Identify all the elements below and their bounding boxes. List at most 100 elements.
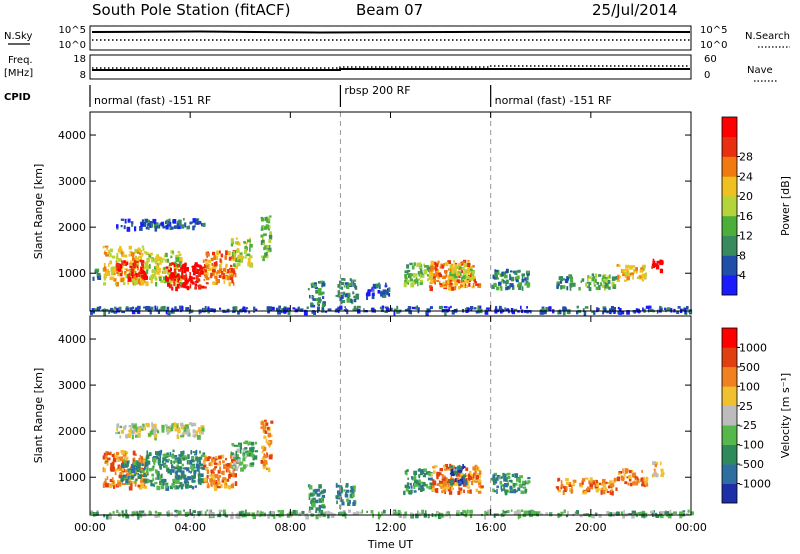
data-cell xyxy=(471,285,475,289)
data-cell xyxy=(247,442,250,446)
data-cell xyxy=(203,286,207,289)
data-cell xyxy=(308,506,311,512)
data-cell xyxy=(225,457,227,461)
data-cell xyxy=(565,478,569,482)
data-cell xyxy=(462,464,464,469)
data-cell xyxy=(114,468,118,472)
data-cell xyxy=(629,272,634,276)
data-cell xyxy=(502,281,507,284)
data-cell xyxy=(162,279,167,283)
data-cell xyxy=(192,266,197,270)
data-cell xyxy=(192,225,195,231)
data-cell xyxy=(495,269,499,273)
data-cell xyxy=(254,441,257,445)
data-cell xyxy=(230,275,234,281)
data-cell xyxy=(202,307,207,311)
data-cell xyxy=(413,262,416,266)
data-cell xyxy=(162,453,166,457)
data-cell xyxy=(185,477,188,483)
data-cell xyxy=(335,294,340,297)
data-cell xyxy=(457,491,461,495)
data-cell xyxy=(199,430,201,435)
data-cell xyxy=(267,432,272,438)
data-cell xyxy=(119,263,123,269)
data-cell xyxy=(660,511,665,514)
data-cell xyxy=(212,264,217,270)
data-cell xyxy=(494,269,497,274)
data-cell xyxy=(496,475,501,478)
data-cell xyxy=(120,218,125,221)
data-cell xyxy=(138,255,141,259)
data-cell xyxy=(494,272,497,277)
data-cell xyxy=(91,308,95,313)
data-cell xyxy=(596,281,600,285)
data-cell xyxy=(660,260,664,265)
data-cell xyxy=(130,260,132,264)
data-cell xyxy=(306,306,309,310)
data-cell xyxy=(104,456,108,459)
data-cell xyxy=(287,309,291,315)
data-cell xyxy=(474,281,478,284)
data-cell xyxy=(653,470,657,476)
data-cell xyxy=(315,499,319,504)
data-cell xyxy=(135,434,138,438)
data-cell xyxy=(684,307,687,313)
data-cell xyxy=(188,276,193,281)
data-cell xyxy=(349,298,353,303)
data-cell xyxy=(456,272,461,276)
data-cell xyxy=(402,513,407,519)
data-cell xyxy=(414,273,418,277)
data-cell xyxy=(292,509,296,515)
data-cell xyxy=(321,497,324,500)
data-cell xyxy=(169,425,171,428)
data-cell xyxy=(556,285,559,289)
data-cell xyxy=(574,511,577,514)
data-cell xyxy=(632,472,637,477)
data-cell xyxy=(320,310,325,313)
data-cell xyxy=(503,477,506,482)
data-cell xyxy=(124,476,127,481)
data-cell xyxy=(406,272,410,276)
data-cell xyxy=(515,490,518,493)
data-cell xyxy=(111,270,114,276)
data-cell xyxy=(135,257,139,262)
data-cell xyxy=(459,469,463,473)
data-cell xyxy=(161,473,163,479)
cpid-segment-label: normal (fast) -151 RF xyxy=(94,94,211,107)
data-cell xyxy=(309,294,311,299)
data-cell xyxy=(445,280,449,286)
data-cell xyxy=(518,515,522,519)
data-cell xyxy=(345,489,350,493)
data-cell xyxy=(438,281,441,284)
data-cell xyxy=(356,511,359,516)
data-cell xyxy=(348,509,351,513)
data-cell xyxy=(372,285,376,289)
data-cell xyxy=(424,472,427,475)
colorbar-swatch xyxy=(722,275,737,296)
data-cell xyxy=(635,514,638,518)
data-cell xyxy=(153,258,157,263)
data-cell xyxy=(214,458,218,461)
data-cell xyxy=(412,273,416,278)
data-cell xyxy=(162,225,167,229)
data-cell xyxy=(504,271,508,274)
data-cell xyxy=(602,310,605,315)
data-cell xyxy=(684,310,687,314)
data-cell xyxy=(428,472,432,477)
y-axis-label: Slant Range [km] xyxy=(32,368,45,464)
data-cell xyxy=(159,463,162,469)
data-cell xyxy=(462,473,464,476)
data-cell xyxy=(266,306,271,311)
data-cell xyxy=(427,477,432,481)
data-cell xyxy=(404,511,408,515)
data-cell xyxy=(230,514,234,520)
data-cell xyxy=(411,265,415,270)
colorbar-swatch xyxy=(722,405,737,426)
data-cell xyxy=(260,421,265,425)
data-cell xyxy=(423,468,427,472)
data-cell xyxy=(440,305,443,309)
data-cell xyxy=(168,269,171,273)
data-cell xyxy=(312,284,317,288)
